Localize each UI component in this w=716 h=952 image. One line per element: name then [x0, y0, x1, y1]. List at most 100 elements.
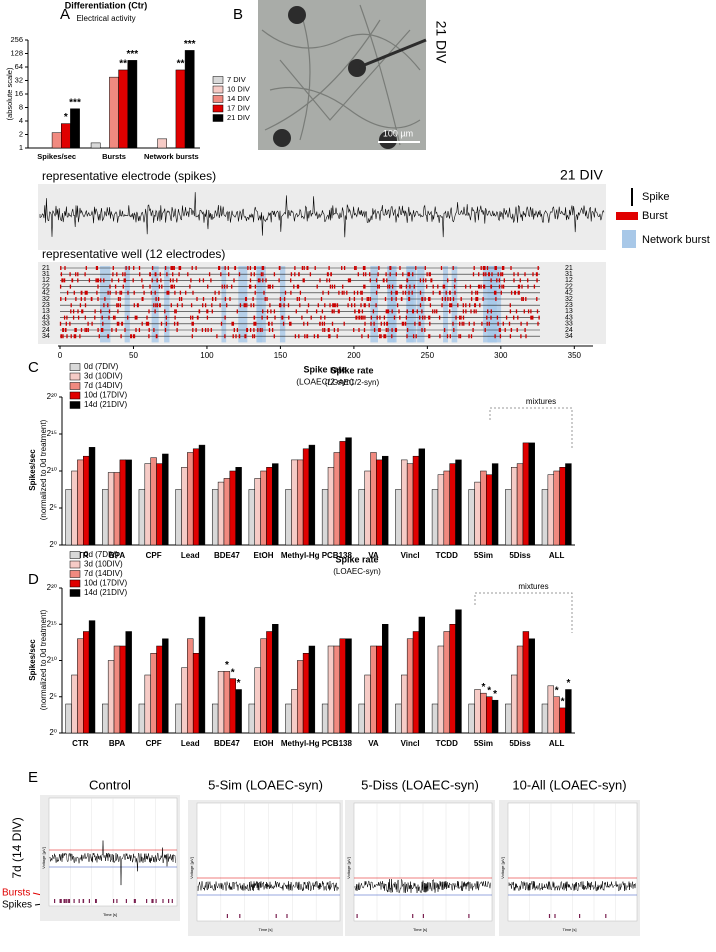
x-tick-label: Network bursts — [144, 152, 199, 161]
bar — [88, 447, 96, 546]
bar — [150, 457, 157, 546]
bar — [138, 489, 146, 546]
bar — [505, 703, 512, 734]
bar — [113, 645, 121, 734]
x-tick-label: 350 — [568, 351, 582, 360]
bar — [65, 489, 72, 546]
significance: * — [237, 678, 241, 689]
bar — [486, 474, 493, 546]
x-tick-label: VA — [368, 551, 379, 560]
x-axis-subtitle: (LOAEC/2-syn) — [296, 376, 354, 386]
legend-label: 10d (17DIV) — [84, 579, 127, 588]
voltage-label: Voltage [µV] — [346, 857, 351, 879]
spikes — [59, 284, 536, 289]
bar — [254, 667, 261, 734]
significance: *** — [127, 49, 139, 60]
significance: * — [493, 689, 497, 700]
network-burst — [279, 266, 286, 343]
bar — [102, 489, 109, 546]
bar — [327, 645, 335, 734]
bar — [71, 470, 78, 546]
x-tick-label: EtOH — [254, 739, 274, 748]
y-tick-label: 32 — [15, 75, 23, 84]
chart-title: Spike rate — [330, 365, 373, 375]
bar — [272, 624, 279, 734]
significance: ** — [119, 59, 127, 70]
bar — [339, 441, 346, 546]
bar — [376, 459, 383, 546]
y-tick-label: 16 — [15, 89, 23, 98]
y-tick-label: 1 — [19, 143, 23, 152]
chart-title: Spike rate — [335, 554, 378, 564]
legend-label: 14d (21DIV) — [84, 400, 127, 409]
spikes — [60, 272, 538, 277]
legend-swatch — [69, 363, 81, 371]
x-tick-label: PCB138 — [322, 739, 353, 748]
time-label: Time [s] — [562, 927, 576, 932]
bar — [308, 645, 316, 734]
panel-label: A — [60, 6, 70, 23]
chart-subtitle: Electrical activity — [76, 14, 135, 23]
y-tick-label: 2¹⁰ — [47, 466, 57, 475]
legend-label: 17 DIV — [227, 103, 250, 112]
x-tick-label: 0 — [58, 351, 63, 360]
bar — [327, 467, 335, 546]
row-label: 42 — [42, 290, 50, 297]
x-tick-label: ALL — [549, 551, 565, 560]
bar — [223, 671, 231, 734]
bar — [217, 481, 225, 546]
bar — [510, 674, 518, 734]
network-burst — [451, 266, 458, 343]
x-tick-label: Vincl — [401, 739, 420, 748]
bar — [119, 459, 127, 546]
spike-ticks — [226, 914, 288, 918]
bar — [109, 76, 119, 149]
bar — [395, 489, 402, 546]
voltage-label: Voltage [µV] — [500, 857, 505, 879]
bar — [119, 645, 127, 734]
bar — [480, 470, 487, 546]
panel-label: E — [28, 769, 38, 786]
bar — [51, 132, 62, 149]
time-label: Time [s] — [258, 927, 272, 932]
bar — [83, 631, 90, 734]
bar — [211, 489, 219, 546]
bar — [285, 489, 292, 546]
bar — [223, 478, 231, 546]
bar — [431, 489, 439, 546]
y-axis-label: Spikes/sec — [28, 639, 37, 681]
significance: * — [561, 697, 565, 708]
x-tick-label: Methyl-Hg — [281, 739, 320, 748]
bar — [412, 455, 420, 546]
bar — [90, 142, 101, 149]
legend-label: 3d (10DIV) — [84, 372, 123, 381]
electrode-trace — [39, 192, 605, 238]
bar — [510, 467, 518, 546]
bar — [308, 444, 316, 546]
y-tick-label: 128 — [10, 48, 23, 57]
bar — [184, 50, 195, 149]
legend-label: 7d (14DIV) — [84, 569, 123, 578]
row-label: 12 — [42, 277, 50, 284]
x-tick-label: 250 — [421, 351, 435, 360]
network-burst — [387, 266, 394, 343]
bar — [455, 609, 462, 734]
bar — [333, 452, 341, 546]
bar — [272, 463, 279, 546]
bar — [491, 699, 499, 734]
bar — [547, 474, 554, 546]
significance: ** — [177, 59, 185, 70]
bar — [181, 467, 188, 546]
row-label: 32 — [565, 296, 573, 303]
bar — [559, 707, 566, 734]
bar — [187, 452, 194, 546]
bar — [235, 689, 242, 734]
recording-title: 5-Diss (LOAEC-syn) — [361, 777, 479, 792]
x-tick-label: TCDD — [436, 739, 458, 748]
spikes — [70, 309, 539, 314]
bar — [333, 645, 341, 734]
bar — [156, 463, 163, 546]
bar — [474, 689, 481, 734]
bar — [187, 638, 194, 734]
row-label: 12 — [565, 277, 573, 284]
